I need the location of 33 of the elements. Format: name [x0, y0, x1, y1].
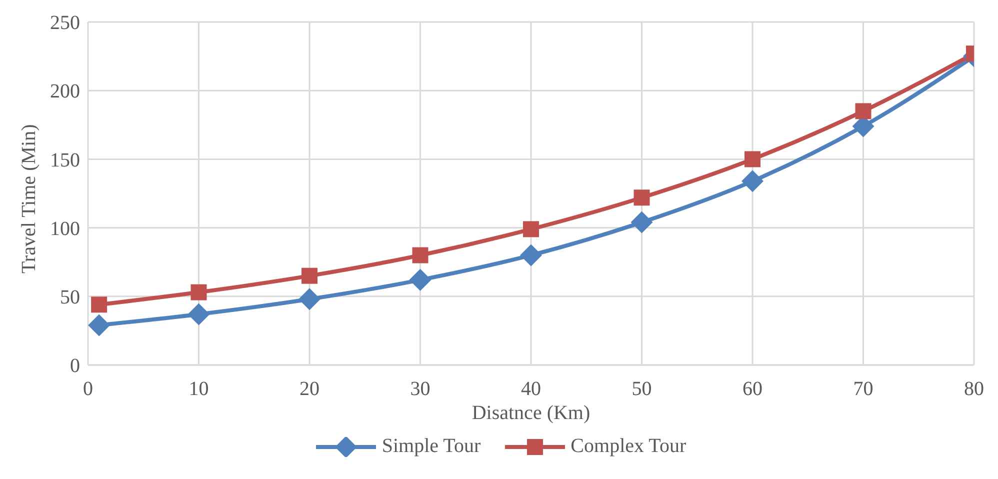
legend-label: Complex Tour: [570, 435, 686, 458]
y-tick-label: 150: [50, 149, 80, 172]
point: [634, 190, 650, 206]
point: [412, 247, 428, 264]
x-tick-label: 40: [521, 378, 541, 400]
point: [190, 284, 207, 300]
point: [409, 268, 432, 291]
y-tick-label: 50: [60, 286, 80, 308]
x-tick-label: 80: [964, 378, 984, 400]
y-tick-label: 0: [70, 355, 80, 378]
point: [88, 314, 110, 336]
point: [630, 211, 653, 234]
y-axis-title: Travel Time (Min): [18, 124, 40, 274]
x-tick-label: 10: [188, 378, 209, 400]
y-tick-label: 250: [50, 12, 80, 34]
y-tick-label: 100: [50, 218, 80, 240]
point: [523, 221, 539, 238]
legend-label: Simple Tour: [382, 435, 481, 458]
x-tick-label: 60: [742, 378, 762, 400]
x-tick-label: 20: [300, 378, 320, 400]
point: [742, 170, 764, 192]
point: [744, 151, 760, 168]
point: [188, 303, 210, 326]
point: [298, 288, 320, 310]
x-axis-title: Disatnce (Km): [472, 402, 590, 424]
point: [855, 103, 872, 120]
point: [91, 296, 108, 313]
point: [520, 244, 542, 266]
x-tick-label: 30: [410, 378, 430, 400]
y-tick-label: 200: [50, 80, 80, 103]
point: [302, 268, 318, 284]
x-tick-label: 50: [632, 378, 652, 400]
x-tick-label: 70: [853, 378, 874, 400]
